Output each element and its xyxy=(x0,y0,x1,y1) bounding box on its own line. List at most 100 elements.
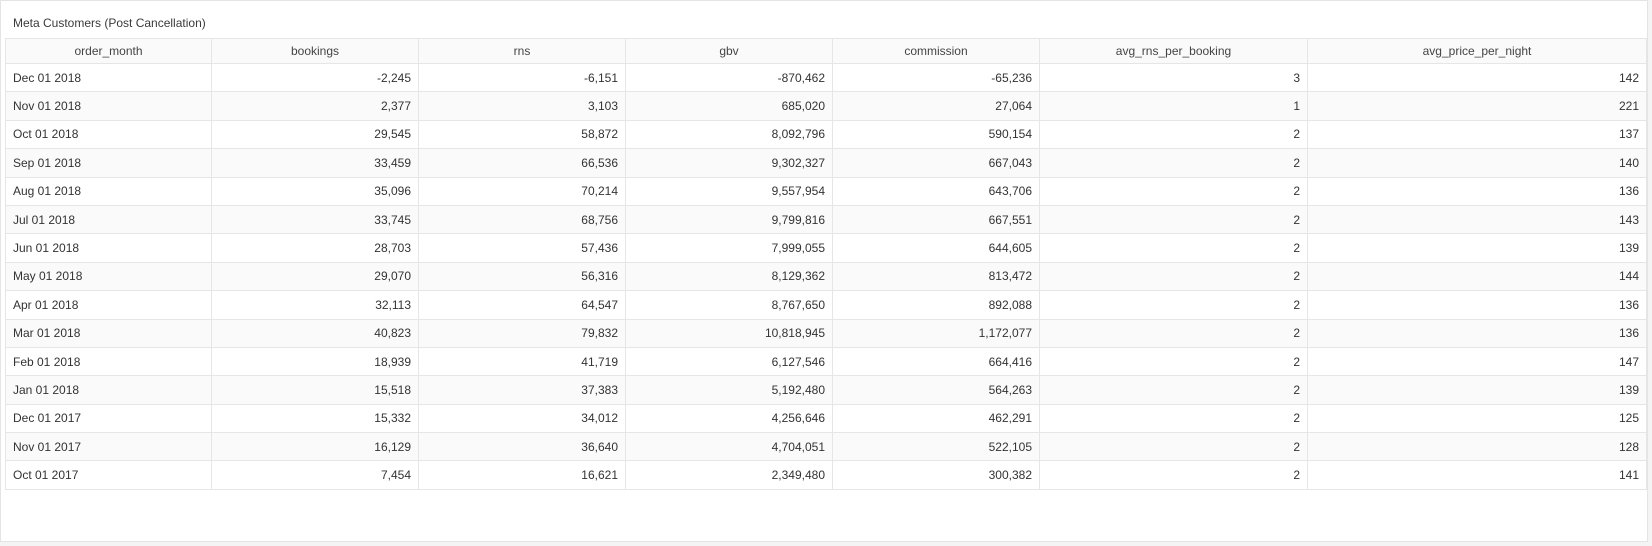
cell-avg-rns-per-booking: 2 xyxy=(1039,119,1308,150)
table-row: Aug 01 2018 35,096 70,214 9,557,954 643,706 2… xyxy=(5,176,1647,206)
cell-order-month: Dec 01 2018 xyxy=(5,62,212,93)
column-header-gbv[interactable]: gbv xyxy=(625,38,833,64)
column-header-avg-rns-per-booking[interactable]: avg_rns_per_booking xyxy=(1039,38,1308,64)
cell-commission: -65,236 xyxy=(832,62,1040,93)
cell-gbv: -870,462 xyxy=(625,62,833,93)
cell-commission: 522,105 xyxy=(832,432,1040,462)
cell-rns: 79,832 xyxy=(418,318,626,348)
cell-avg-price-per-night: 142 xyxy=(1307,62,1647,93)
cell-avg-price-per-night: 136 xyxy=(1307,176,1647,206)
cell-avg-price-per-night: 141 xyxy=(1307,460,1647,490)
cell-gbv: 5,192,480 xyxy=(625,375,833,405)
cell-order-month: May 01 2018 xyxy=(5,261,212,292)
cell-commission: 664,416 xyxy=(832,346,1040,377)
table-row: Mar 01 2018 40,823 79,832 10,818,945 1,172,0… xyxy=(5,318,1647,348)
cell-order-month: Aug 01 2018 xyxy=(5,176,212,206)
cell-commission: 667,551 xyxy=(832,204,1040,235)
table-row: Apr 01 2018 32,113 64,547 8,767,650 892,088 2… xyxy=(5,290,1647,320)
cell-rns: 64,547 xyxy=(418,290,626,320)
cell-order-month: Oct 01 2018 xyxy=(5,119,212,150)
cell-avg-rns-per-booking: 2 xyxy=(1039,403,1308,434)
table-row: Jul 01 2018 33,745 68,756 9,799,816 667,551 2… xyxy=(5,204,1647,235)
table-row: Dec 01 2017 15,332 34,012 4,256,646 462,291 2… xyxy=(5,403,1647,434)
cell-commission: 644,605 xyxy=(832,233,1040,263)
card-title: Meta Customers (Post Cancellation) xyxy=(13,16,206,30)
cell-avg-rns-per-booking: 2 xyxy=(1039,375,1308,405)
cell-gbv: 6,127,546 xyxy=(625,346,833,377)
cell-order-month: Jun 01 2018 xyxy=(5,233,212,263)
cell-gbv: 4,256,646 xyxy=(625,403,833,434)
cell-bookings: -2,245 xyxy=(211,62,419,93)
cell-gbv: 10,818,945 xyxy=(625,318,833,348)
cell-order-month: Jul 01 2018 xyxy=(5,204,212,235)
cell-avg-rns-per-booking: 3 xyxy=(1039,62,1308,93)
cell-rns: 68,756 xyxy=(418,204,626,235)
cell-avg-price-per-night: 136 xyxy=(1307,290,1647,320)
cell-bookings: 40,823 xyxy=(211,318,419,348)
cell-gbv: 7,999,055 xyxy=(625,233,833,263)
cell-rns: 37,383 xyxy=(418,375,626,405)
cell-commission: 813,472 xyxy=(832,261,1040,292)
cell-avg-rns-per-booking: 2 xyxy=(1039,176,1308,206)
cell-commission: 27,064 xyxy=(832,91,1040,121)
cell-commission: 892,088 xyxy=(832,290,1040,320)
column-header-bookings[interactable]: bookings xyxy=(211,38,419,64)
cell-avg-price-per-night: 136 xyxy=(1307,318,1647,348)
cell-rns: 41,719 xyxy=(418,346,626,377)
cell-gbv: 2,349,480 xyxy=(625,460,833,490)
cell-commission: 643,706 xyxy=(832,176,1040,206)
cell-rns: -6,151 xyxy=(418,62,626,93)
cell-rns: 36,640 xyxy=(418,432,626,462)
table-row: Feb 01 2018 18,939 41,719 6,127,546 664,416 2… xyxy=(5,346,1647,377)
cell-avg-price-per-night: 140 xyxy=(1307,148,1647,178)
cell-order-month: Nov 01 2018 xyxy=(5,91,212,121)
cell-avg-price-per-night: 139 xyxy=(1307,375,1647,405)
cell-avg-price-per-night: 143 xyxy=(1307,204,1647,235)
table-row: Sep 01 2018 33,459 66,536 9,302,327 667,043 2… xyxy=(5,148,1647,178)
column-header-avg-price-per-night[interactable]: avg_price_per_night xyxy=(1307,38,1647,64)
cell-bookings: 7,454 xyxy=(211,460,419,490)
cell-bookings: 18,939 xyxy=(211,346,419,377)
table-row: Nov 01 2018 2,377 3,103 685,020 27,064 1 221 xyxy=(5,91,1647,121)
cell-rns: 66,536 xyxy=(418,148,626,178)
cell-avg-price-per-night: 144 xyxy=(1307,261,1647,292)
cell-gbv: 8,092,796 xyxy=(625,119,833,150)
table-header: order_month bookings rns gbv commission avg_r… xyxy=(5,38,1647,64)
cell-rns: 56,316 xyxy=(418,261,626,292)
cell-avg-rns-per-booking: 2 xyxy=(1039,318,1308,348)
cell-bookings: 33,745 xyxy=(211,204,419,235)
cell-commission: 1,172,077 xyxy=(832,318,1040,348)
cell-commission: 667,043 xyxy=(832,148,1040,178)
data-table: order_month bookings rns gbv commission avg_r… xyxy=(5,38,1647,490)
cell-rns: 57,436 xyxy=(418,233,626,263)
cell-gbv: 9,302,327 xyxy=(625,148,833,178)
cell-bookings: 2,377 xyxy=(211,91,419,121)
cell-rns: 70,214 xyxy=(418,176,626,206)
cell-commission: 300,382 xyxy=(832,460,1040,490)
cell-rns: 34,012 xyxy=(418,403,626,434)
cell-gbv: 8,767,650 xyxy=(625,290,833,320)
cell-rns: 16,621 xyxy=(418,460,626,490)
cell-avg-rns-per-booking: 2 xyxy=(1039,204,1308,235)
table-row: Dec 01 2018 -2,245 -6,151 -870,462 -65,236 3 1… xyxy=(5,62,1647,93)
cell-bookings: 33,459 xyxy=(211,148,419,178)
cell-commission: 462,291 xyxy=(832,403,1040,434)
cell-avg-rns-per-booking: 2 xyxy=(1039,233,1308,263)
cell-gbv: 8,129,362 xyxy=(625,261,833,292)
cell-avg-price-per-night: 125 xyxy=(1307,403,1647,434)
cell-avg-price-per-night: 128 xyxy=(1307,432,1647,462)
cell-gbv: 685,020 xyxy=(625,91,833,121)
header-row: order_month bookings rns gbv commission avg_r… xyxy=(5,38,1647,64)
cell-commission: 564,263 xyxy=(832,375,1040,405)
column-header-rns[interactable]: rns xyxy=(418,38,626,64)
cell-rns: 3,103 xyxy=(418,91,626,121)
column-header-order-month[interactable]: order_month xyxy=(5,38,212,64)
cell-bookings: 35,096 xyxy=(211,176,419,206)
cell-bookings: 16,129 xyxy=(211,432,419,462)
cell-order-month: Nov 01 2017 xyxy=(5,432,212,462)
table-row: Jun 01 2018 28,703 57,436 7,999,055 644,605 2… xyxy=(5,233,1647,263)
cell-order-month: Jan 01 2018 xyxy=(5,375,212,405)
cell-bookings: 29,070 xyxy=(211,261,419,292)
column-header-commission[interactable]: commission xyxy=(832,38,1040,64)
